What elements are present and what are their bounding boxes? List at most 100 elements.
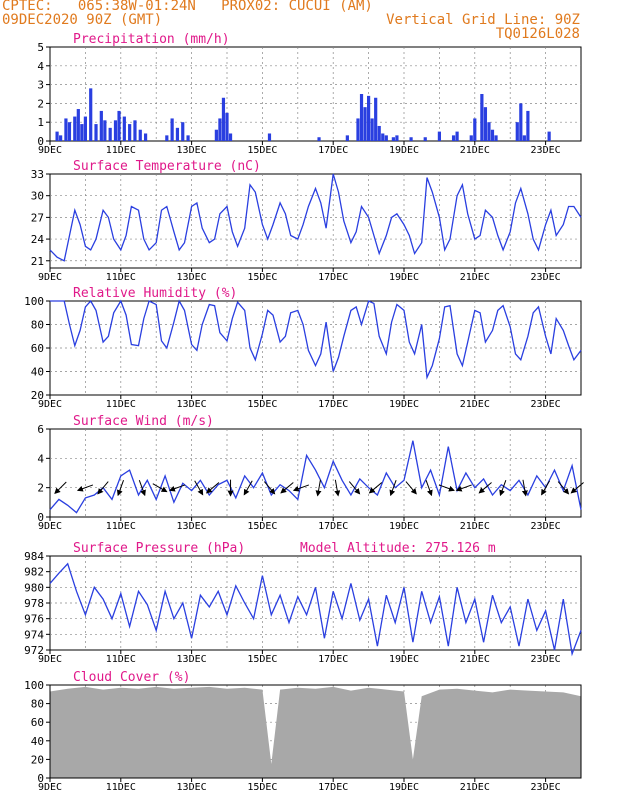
wind-arrow	[499, 479, 507, 497]
x-tick-label: 11DEC	[106, 782, 136, 793]
y-tick-label: 6	[37, 423, 44, 436]
wind-arrow	[315, 479, 322, 497]
wind-arrow	[334, 479, 341, 497]
cloud-area	[50, 686, 581, 778]
wind-arrow	[280, 482, 294, 494]
wind-arrow	[455, 484, 472, 492]
precip-bar	[391, 137, 395, 141]
precip-bar	[218, 118, 222, 141]
panel-title: Precipitation (mm/h)	[73, 32, 230, 47]
precip-bar	[186, 135, 190, 141]
y-tick-label: 100	[24, 295, 44, 308]
precip-bar	[381, 133, 385, 141]
y-tick-label: 33	[31, 168, 44, 181]
precip-bar	[317, 137, 321, 141]
panel-title: Relative Humidity (%)	[73, 286, 237, 301]
precip-bar	[345, 135, 349, 141]
precip-bar	[181, 122, 185, 141]
precip-bar	[522, 135, 526, 141]
precip-bar	[89, 88, 93, 141]
x-tick-label: 9DEC	[38, 399, 62, 410]
y-tick-label: 5	[37, 41, 44, 54]
x-tick-label: 15DEC	[247, 145, 277, 156]
y-tick-label: 0	[37, 772, 44, 785]
precip-bar	[547, 131, 551, 141]
precip-bar	[494, 135, 498, 141]
wind-arrow	[570, 482, 584, 494]
precip-bar	[67, 122, 72, 141]
wind-arrow	[438, 484, 455, 492]
precip-bar	[175, 127, 180, 141]
x-tick-label: 13DEC	[177, 272, 207, 283]
panel-1: 0 1 2 3 4 5 9DEC 11DEC 13DEC 15DEC 17DEC 19DEC 21DEC…	[37, 32, 582, 156]
precip-bar	[455, 131, 459, 141]
x-tick-label: 17DEC	[318, 782, 348, 793]
precip-bar	[76, 109, 80, 141]
x-tick-label: 11DEC	[106, 399, 136, 410]
precip-bar	[437, 131, 441, 141]
x-tick-label: 21DEC	[460, 272, 490, 283]
wind-arrow	[425, 479, 433, 497]
x-tick-label: 17DEC	[318, 399, 348, 410]
precip-bar	[99, 110, 103, 141]
y-tick-label: 4	[37, 452, 44, 465]
x-tick-label: 23DEC	[531, 654, 561, 665]
x-tick-label: 9DEC	[38, 145, 62, 156]
precip-bar	[367, 95, 371, 141]
y-tick-label: 980	[24, 581, 44, 594]
x-tick-label: 23DEC	[531, 272, 561, 283]
wind-arrow	[76, 484, 94, 492]
y-tick-label: 80	[31, 698, 44, 711]
x-tick-label: 13DEC	[177, 145, 207, 156]
precip-bar	[94, 124, 98, 141]
plot-frame	[49, 46, 582, 142]
precip-bar	[363, 107, 367, 141]
y-tick-label: 60	[31, 342, 44, 355]
wind-arrow	[292, 484, 310, 492]
x-tick-label: 19DEC	[389, 145, 419, 156]
precip-bar	[409, 137, 413, 141]
precip-bar	[526, 110, 530, 141]
y-tick-label: 20	[31, 753, 44, 766]
x-tick-label: 21DEC	[460, 145, 490, 156]
x-tick-label: 9DEC	[38, 782, 62, 793]
wind-arrow	[54, 481, 67, 495]
precip-bar	[108, 127, 112, 141]
precip-bar	[374, 97, 378, 141]
x-tick-label: 23DEC	[531, 399, 561, 410]
x-tick-label: 11DEC	[106, 272, 136, 283]
model-altitude-note: Model Altitude: 275.126 m	[300, 541, 496, 556]
wind-arrow	[263, 481, 276, 495]
precip-bar	[117, 110, 121, 141]
panel-5: 972 974 976 978 980 982 984 9DEC 11DEC 13DEC 15DEC…	[24, 541, 582, 665]
y-tick-label: 982	[24, 566, 44, 579]
y-tick-label: 4	[37, 60, 44, 73]
y-tick-label: 978	[24, 597, 44, 610]
panel-3: 20 40 60 80 100 9DEC 11DEC 13DEC 15DEC 17DEC 19DEC…	[24, 286, 582, 410]
x-tick-label: 21DEC	[460, 782, 490, 793]
wind-arrow	[478, 482, 492, 494]
precip-bar	[133, 120, 137, 141]
x-tick-label: 9DEC	[38, 272, 62, 283]
x-tick-label: 11DEC	[106, 145, 136, 156]
series-line	[49, 440, 582, 514]
x-tick-label: 9DEC	[38, 521, 62, 532]
x-tick-label: 23DEC	[531, 521, 561, 532]
y-tick-label: 27	[31, 211, 44, 224]
x-tick-label: 13DEC	[177, 521, 207, 532]
precip-bar	[165, 135, 169, 141]
panel-title: Surface Wind (m/s)	[73, 414, 214, 429]
precip-bar	[225, 112, 229, 141]
precip-bar	[221, 97, 226, 141]
x-tick-label: 17DEC	[318, 521, 348, 532]
precip-bar	[395, 135, 399, 141]
precip-bar	[515, 122, 519, 141]
x-tick-label: 21DEC	[460, 521, 490, 532]
y-tick-label: 40	[31, 366, 44, 379]
precip-bar	[138, 129, 142, 141]
plot-frame-top	[49, 684, 582, 779]
precip-bar	[480, 94, 484, 141]
x-tick-label: 23DEC	[531, 782, 561, 793]
panel-6: 0 20 40 60 80 100 9DEC 11DEC 13DEC 15DEC 17DEC 19DE…	[24, 670, 582, 793]
